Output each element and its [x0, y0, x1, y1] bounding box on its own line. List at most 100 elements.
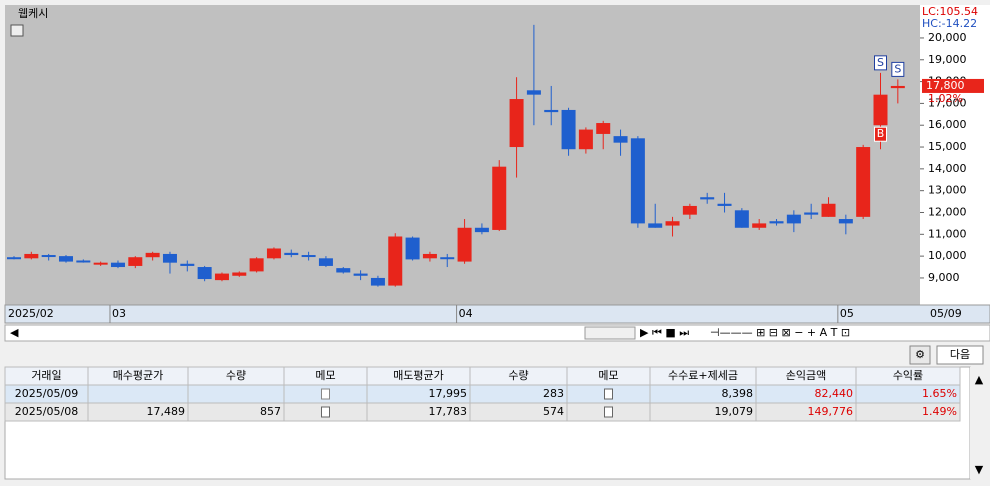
candle-body — [232, 272, 247, 276]
scroll-down[interactable]: ▼ — [975, 463, 984, 476]
playback-controls[interactable]: ▶ ⏮ ■ ⏭ — [640, 326, 689, 339]
settings-button[interactable] — [909, 345, 931, 365]
candle-body — [197, 267, 212, 280]
candle-body — [110, 262, 125, 268]
candle-body — [457, 227, 472, 262]
table-cell: 2025/05/08 — [15, 405, 78, 418]
candle-body — [318, 258, 333, 266]
candle-body — [890, 85, 905, 89]
candle-body — [388, 236, 403, 286]
table-cell: 8,398 — [722, 387, 754, 400]
candle-body — [838, 219, 853, 224]
candle-body — [24, 253, 39, 259]
column-header: 메모 — [598, 369, 618, 382]
candle-body — [752, 223, 767, 228]
table-scrollbar[interactable] — [970, 367, 988, 479]
candle-body — [873, 94, 888, 126]
scrollbar[interactable] — [4, 324, 990, 342]
scroll-up[interactable]: ▲ — [975, 373, 984, 386]
candle-body — [630, 138, 645, 224]
lc-label: LC:105.54 — [922, 5, 978, 18]
stock-title: 웹케시 — [18, 7, 48, 20]
candle-body — [769, 221, 784, 224]
zoom-controls[interactable]: ⊣——— ⊞ ⊟ ⊠ − + A T ⊡ — [710, 326, 850, 339]
sell-marker-label: S — [877, 56, 884, 69]
table-cell: 17,489 — [147, 405, 186, 418]
candle-body — [266, 248, 281, 259]
scroll-thumb[interactable] — [584, 326, 636, 340]
column-header: 손익금액 — [786, 369, 826, 382]
x-tick-label: 04 — [459, 307, 473, 320]
next-button[interactable] — [936, 345, 984, 365]
scroll-left[interactable]: ◀ — [10, 326, 19, 339]
candle-body — [561, 109, 576, 150]
memo-icon — [604, 388, 613, 400]
candle-body — [492, 166, 507, 230]
last-price-box — [922, 78, 984, 93]
change-label: 1.02% — [928, 92, 963, 105]
table-cell: 1.65% — [922, 387, 957, 400]
candle-body — [214, 273, 229, 281]
next-label: 다음 — [950, 348, 970, 361]
y-axis-area — [920, 5, 990, 305]
candle-body — [544, 109, 559, 113]
candle-body — [474, 227, 489, 233]
y-tick-label: 19,000 — [928, 53, 967, 66]
memo-icon — [321, 406, 330, 418]
candle-body — [648, 223, 663, 228]
candle-body — [856, 147, 871, 217]
candle-body — [284, 252, 299, 256]
column-header: 수량 — [226, 369, 246, 382]
table-cell: 2025/05/09 — [15, 387, 78, 400]
candle-body — [578, 129, 593, 150]
y-tick-label: 20,000 — [928, 31, 967, 44]
candle-body — [804, 212, 819, 215]
candle-body — [596, 123, 611, 134]
table-cell: 574 — [543, 405, 564, 418]
x-tick-label: 2025/02 — [8, 307, 54, 320]
table-cell: 19,079 — [715, 405, 754, 418]
candle-body — [41, 255, 56, 258]
x-axis-area — [4, 304, 990, 324]
candle-body — [717, 203, 732, 206]
candle-body — [700, 197, 715, 200]
y-tick-label: 10,000 — [928, 249, 967, 262]
y-tick-label: 12,000 — [928, 205, 967, 218]
candle-body — [405, 237, 420, 260]
table-cell: 1.49% — [922, 405, 957, 418]
table-cell: 283 — [543, 387, 564, 400]
candle-body — [58, 256, 73, 262]
x-tick-label: 03 — [112, 307, 126, 320]
candle-body — [682, 205, 697, 215]
table-row — [4, 402, 961, 422]
y-tick-label: 15,000 — [928, 140, 967, 153]
grid-icon[interactable] — [10, 24, 24, 37]
candle-body — [128, 257, 143, 266]
candle-body — [353, 273, 368, 276]
sell-marker — [891, 61, 905, 77]
table-cell: 149,776 — [808, 405, 854, 418]
table-cell: 17,995 — [429, 387, 468, 400]
column-header: 거래일 — [31, 368, 61, 382]
last-price-label: 17,800 — [926, 79, 965, 92]
x-tick-label: 05/09 — [930, 307, 962, 320]
column-header: 수익률 — [893, 369, 923, 382]
y-tick-label: 17,000 — [928, 96, 967, 109]
column-header: 매도평균가 — [393, 369, 444, 382]
candle-body — [422, 253, 437, 259]
column-header: 수수료+제세금 — [668, 369, 738, 382]
candle-body — [509, 99, 524, 148]
candle-body — [440, 257, 455, 260]
table-cell: 17,783 — [429, 405, 468, 418]
toolbar — [5, 343, 990, 365]
buy-marker — [874, 126, 887, 142]
candle-body — [336, 268, 351, 273]
candle-body — [162, 253, 177, 263]
candle-body — [526, 90, 541, 95]
candle-body — [93, 262, 108, 265]
candle-body — [7, 257, 21, 260]
y-tick-label: 11,000 — [928, 227, 967, 240]
candle-body — [301, 255, 316, 258]
